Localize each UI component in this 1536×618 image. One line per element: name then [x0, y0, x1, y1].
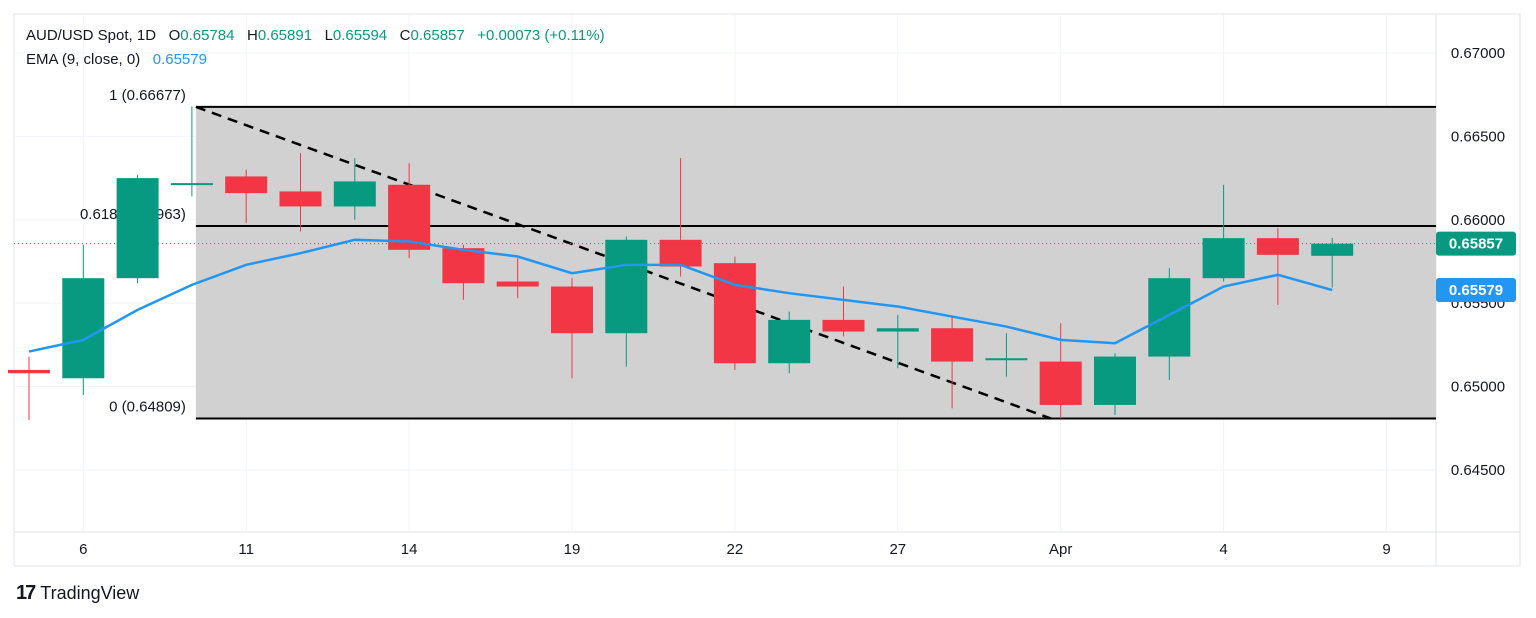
candle — [931, 316, 974, 409]
candle-body — [496, 281, 539, 287]
high-value: 0.65891 — [257, 27, 313, 44]
date-tick-label: 22 — [727, 541, 744, 558]
candle — [170, 106, 213, 197]
candle-body — [876, 328, 919, 332]
ohlc-legend: AUD/USD Spot, 1D O0.65784 H0.65891 L0.65… — [26, 27, 605, 44]
ema-price-badge: 0.65579 — [1436, 278, 1516, 303]
price-tick-label: 0.64500 — [1451, 462, 1505, 479]
candle — [1256, 228, 1299, 305]
open-label: O — [168, 27, 181, 44]
ema-legend: EMA (9, close, 0) 0.65579 — [26, 51, 207, 68]
candle — [1039, 323, 1082, 419]
candle — [496, 258, 539, 299]
last-price-badge-bg — [1436, 231, 1516, 256]
candle — [116, 174, 159, 284]
ema-value: 0.65579 — [152, 51, 207, 68]
candle-body — [116, 178, 159, 279]
chart-frame — [13, 13, 1521, 567]
candle — [442, 244, 485, 300]
high-label: H — [246, 27, 258, 44]
date-tick-label: 4 — [1219, 541, 1227, 558]
candle — [876, 314, 919, 369]
ema-price-badge-bg — [1436, 278, 1516, 303]
candle — [985, 333, 1028, 377]
candle — [388, 163, 431, 259]
close-value: 0.65857 — [410, 27, 465, 44]
candle — [1311, 237, 1354, 288]
date-tick-label: 9 — [1382, 541, 1390, 558]
candle-body — [442, 248, 485, 284]
candle-body — [1148, 278, 1191, 357]
candle — [1202, 184, 1245, 282]
candle-body — [62, 278, 105, 379]
candle — [333, 158, 376, 220]
candle — [225, 169, 268, 224]
candle — [8, 356, 50, 420]
candle — [605, 236, 648, 367]
date-tick-label: 27 — [889, 541, 906, 558]
price-tick-label: 0.66000 — [1451, 212, 1505, 229]
candle — [1094, 353, 1136, 415]
candle-body — [1094, 356, 1136, 405]
date-tick-label: 6 — [79, 541, 87, 558]
low-label: L — [324, 27, 333, 44]
candle-body — [279, 191, 322, 207]
brand-name: TradingView — [40, 583, 140, 603]
candle-body — [551, 286, 593, 334]
candle — [822, 286, 865, 337]
candle-body — [8, 369, 50, 374]
ema-line — [28, 238, 1333, 353]
candle-body — [1202, 238, 1245, 279]
change-value: +0.00073 (+0.11%) — [477, 27, 605, 44]
ema-polyline — [28, 238, 1333, 353]
candle — [659, 158, 702, 277]
time-axis: 6 11 14 19 22 27 Apr 4 9 — [79, 541, 1391, 558]
symbol-title[interactable]: AUD/USD Spot, 1D — [26, 27, 157, 44]
candle — [62, 244, 105, 395]
price-axis: 0.670000.665000.660000.655000.650000.645… — [14, 45, 1516, 479]
fib-level-1-label: 1 (0.66677) — [109, 87, 186, 104]
date-tick-label: 19 — [564, 541, 581, 558]
candle-body — [1256, 238, 1299, 255]
candle — [768, 311, 811, 374]
candle-body — [985, 358, 1028, 361]
candle-body — [931, 328, 974, 362]
candle-body — [333, 181, 376, 207]
ema-label[interactable]: EMA (9, close, 0) — [26, 51, 141, 68]
price-tick-label: 0.65000 — [1451, 379, 1505, 396]
candle — [551, 278, 593, 379]
candle-body — [170, 183, 213, 186]
close-label: C — [399, 27, 411, 44]
candle — [279, 153, 322, 232]
candle-body — [768, 319, 811, 364]
last-price-badge-text: 0.65857 — [1449, 236, 1503, 253]
candle-body — [659, 239, 702, 267]
candle-body — [225, 176, 268, 194]
candle-body — [388, 184, 431, 250]
price-tick-label: 0.66500 — [1451, 128, 1505, 145]
date-tick-label: 11 — [238, 541, 254, 558]
fib-zone — [195, 106, 1436, 419]
last-price-badge: 0.65857 — [1436, 231, 1516, 256]
open-value: 0.65784 — [180, 27, 235, 44]
date-tick-label: Apr — [1049, 541, 1072, 558]
date-tick-label: 14 — [401, 541, 418, 558]
price-tick-label: 0.67000 — [1451, 45, 1505, 62]
fib-level-0-label: 0 (0.64809) — [109, 398, 186, 415]
candle-body — [1311, 243, 1354, 256]
candle-body — [822, 319, 865, 332]
candle — [1148, 268, 1191, 380]
candlestick-series — [8, 106, 1354, 420]
candle — [713, 256, 756, 370]
candle-body — [1039, 361, 1082, 405]
low-value: 0.65594 — [332, 27, 388, 44]
tradingview-logo-icon: 17 — [16, 582, 36, 604]
ema-price-badge-text: 0.65579 — [1449, 282, 1503, 299]
tradingview-brand[interactable]: 17 TradingView — [16, 582, 139, 605]
candle-body — [605, 239, 648, 334]
